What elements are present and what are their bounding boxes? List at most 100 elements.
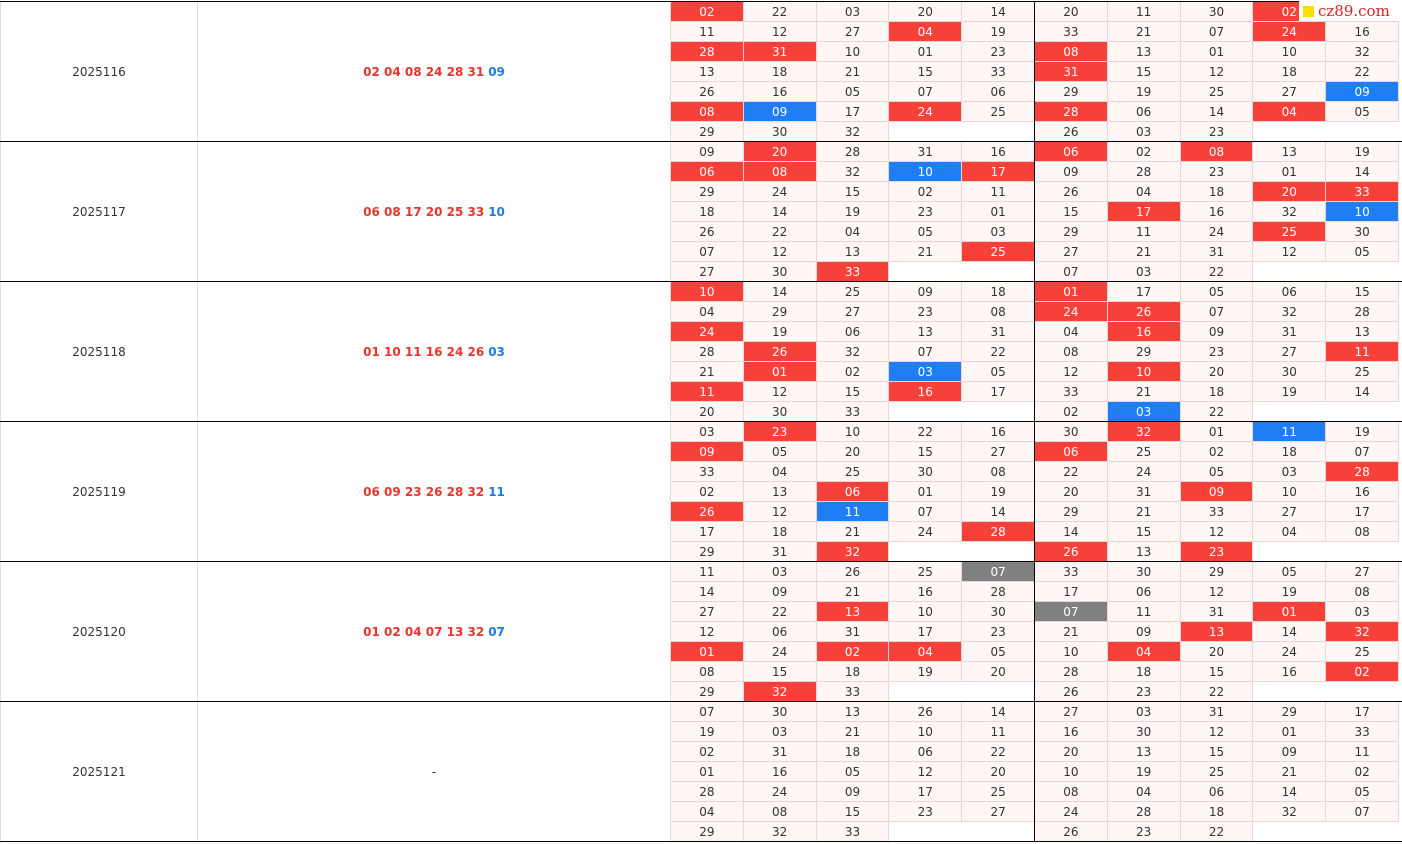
number-cell: 05 [889, 222, 963, 242]
number-cell: 28 [671, 342, 744, 362]
number-cell: 10 [889, 722, 963, 742]
number-cell: 32 [816, 542, 890, 562]
number-cell: 18 [816, 662, 890, 682]
number-cell: 10 [1253, 42, 1327, 62]
number-cell: 04 [1107, 182, 1181, 202]
number-cell: 02 [1180, 442, 1254, 462]
number-cell: 11 [1326, 742, 1399, 762]
number-cell: 23 [1107, 822, 1181, 842]
number-cell: 09 [671, 142, 744, 162]
number-cell: 13 [1107, 42, 1181, 62]
number-cell: 32 [816, 342, 890, 362]
number-cell: 02 [889, 182, 963, 202]
number-cell: 07 [889, 342, 963, 362]
number-cell: 07 [1180, 302, 1254, 322]
number-cell: 28 [962, 582, 1035, 602]
number-cell: 17 [1326, 502, 1399, 522]
number-cell: 22 [1180, 402, 1254, 422]
number-cell: 24 [743, 182, 817, 202]
number-cell: 15 [889, 62, 963, 82]
number-cell: 15 [1107, 62, 1181, 82]
number-cell: 27 [1253, 82, 1327, 102]
number-cell: 04 [1107, 782, 1181, 802]
number-cell: 03 [671, 422, 744, 442]
number-cell: 06 [743, 622, 817, 642]
number-cell: 05 [1253, 562, 1327, 582]
number-cell: 12 [1180, 722, 1254, 742]
number-cell: 31 [1035, 62, 1108, 82]
number-cell: 20 [1035, 482, 1108, 502]
number-cell: 25 [962, 102, 1035, 122]
number-cell: 30 [743, 402, 817, 422]
number-cell: 03 [1107, 702, 1181, 722]
number-cell: 27 [816, 22, 890, 42]
block-border [0, 841, 1402, 842]
number-cell: 08 [743, 162, 817, 182]
number-cell: 29 [1107, 342, 1181, 362]
number-cell: 03 [1326, 602, 1399, 622]
number-cell: 33 [816, 822, 890, 842]
number-cell: 21 [816, 62, 890, 82]
draw-numbers: 01 02 04 07 13 32 07 [198, 562, 671, 702]
blue-ball: 09 [488, 64, 505, 79]
number-cell: 25 [1326, 642, 1399, 662]
number-cell: 07 [671, 702, 744, 722]
number-cell: 05 [1326, 102, 1399, 122]
number-cell: 01 [1253, 722, 1327, 742]
number-cell: 11 [1107, 602, 1181, 622]
number-cell: 12 [743, 382, 817, 402]
number-cell: 30 [889, 462, 963, 482]
number-cell: 09 [1180, 482, 1254, 502]
number-cell: 16 [1107, 322, 1181, 342]
number-cell: 05 [1326, 782, 1399, 802]
number-cell: 12 [1180, 62, 1254, 82]
number-cell: 07 [889, 82, 963, 102]
number-cell: 25 [1180, 762, 1254, 782]
number-cell: 04 [1253, 522, 1327, 542]
number-cell: 05 [962, 642, 1035, 662]
number-cell: 06 [1035, 142, 1108, 162]
number-cell: 33 [1035, 382, 1108, 402]
number-cell: 01 [1035, 282, 1108, 302]
number-cell: 08 [1326, 582, 1399, 602]
number-cell: 18 [743, 522, 817, 542]
number-cell: 26 [1035, 122, 1108, 142]
number-cell: 08 [962, 302, 1035, 322]
number-cell: 01 [1253, 602, 1327, 622]
number-cell: 05 [1326, 242, 1399, 262]
number-cell: 01 [889, 42, 963, 62]
number-cell: 15 [816, 182, 890, 202]
number-cell: 22 [1035, 462, 1108, 482]
number-cell: 12 [1035, 362, 1108, 382]
period: 2025117 [0, 142, 198, 282]
number-cell: 31 [1180, 242, 1254, 262]
number-cell: 29 [671, 542, 744, 562]
number-cell: 24 [743, 782, 817, 802]
number-cell: 15 [1180, 742, 1254, 762]
number-cell: 19 [1107, 82, 1181, 102]
number-cell: 18 [1107, 662, 1181, 682]
number-cell: 17 [1107, 282, 1181, 302]
number-cell: 06 [816, 482, 890, 502]
number-cell: 02 [671, 742, 744, 762]
number-cell: 24 [1107, 462, 1181, 482]
number-cell: 03 [1253, 462, 1327, 482]
number-cell: 15 [743, 662, 817, 682]
number-cell: 12 [743, 242, 817, 262]
number-cell: 14 [1253, 622, 1327, 642]
number-cell: 32 [1326, 42, 1399, 62]
number-cell: 05 [816, 82, 890, 102]
number-cell: 21 [1107, 242, 1181, 262]
number-cell: 02 [1107, 142, 1181, 162]
number-cell: 21 [1253, 762, 1327, 782]
number-cell: 07 [1326, 802, 1399, 822]
number-cell: 12 [1253, 242, 1327, 262]
number-cell: 23 [962, 42, 1035, 62]
number-cell: 29 [1035, 222, 1108, 242]
number-cell: 23 [743, 422, 817, 442]
number-cell: 17 [1326, 702, 1399, 722]
number-cell: 20 [1180, 362, 1254, 382]
number-cell: 02 [671, 2, 744, 22]
number-cell: 22 [743, 222, 817, 242]
number-cell: 30 [743, 702, 817, 722]
